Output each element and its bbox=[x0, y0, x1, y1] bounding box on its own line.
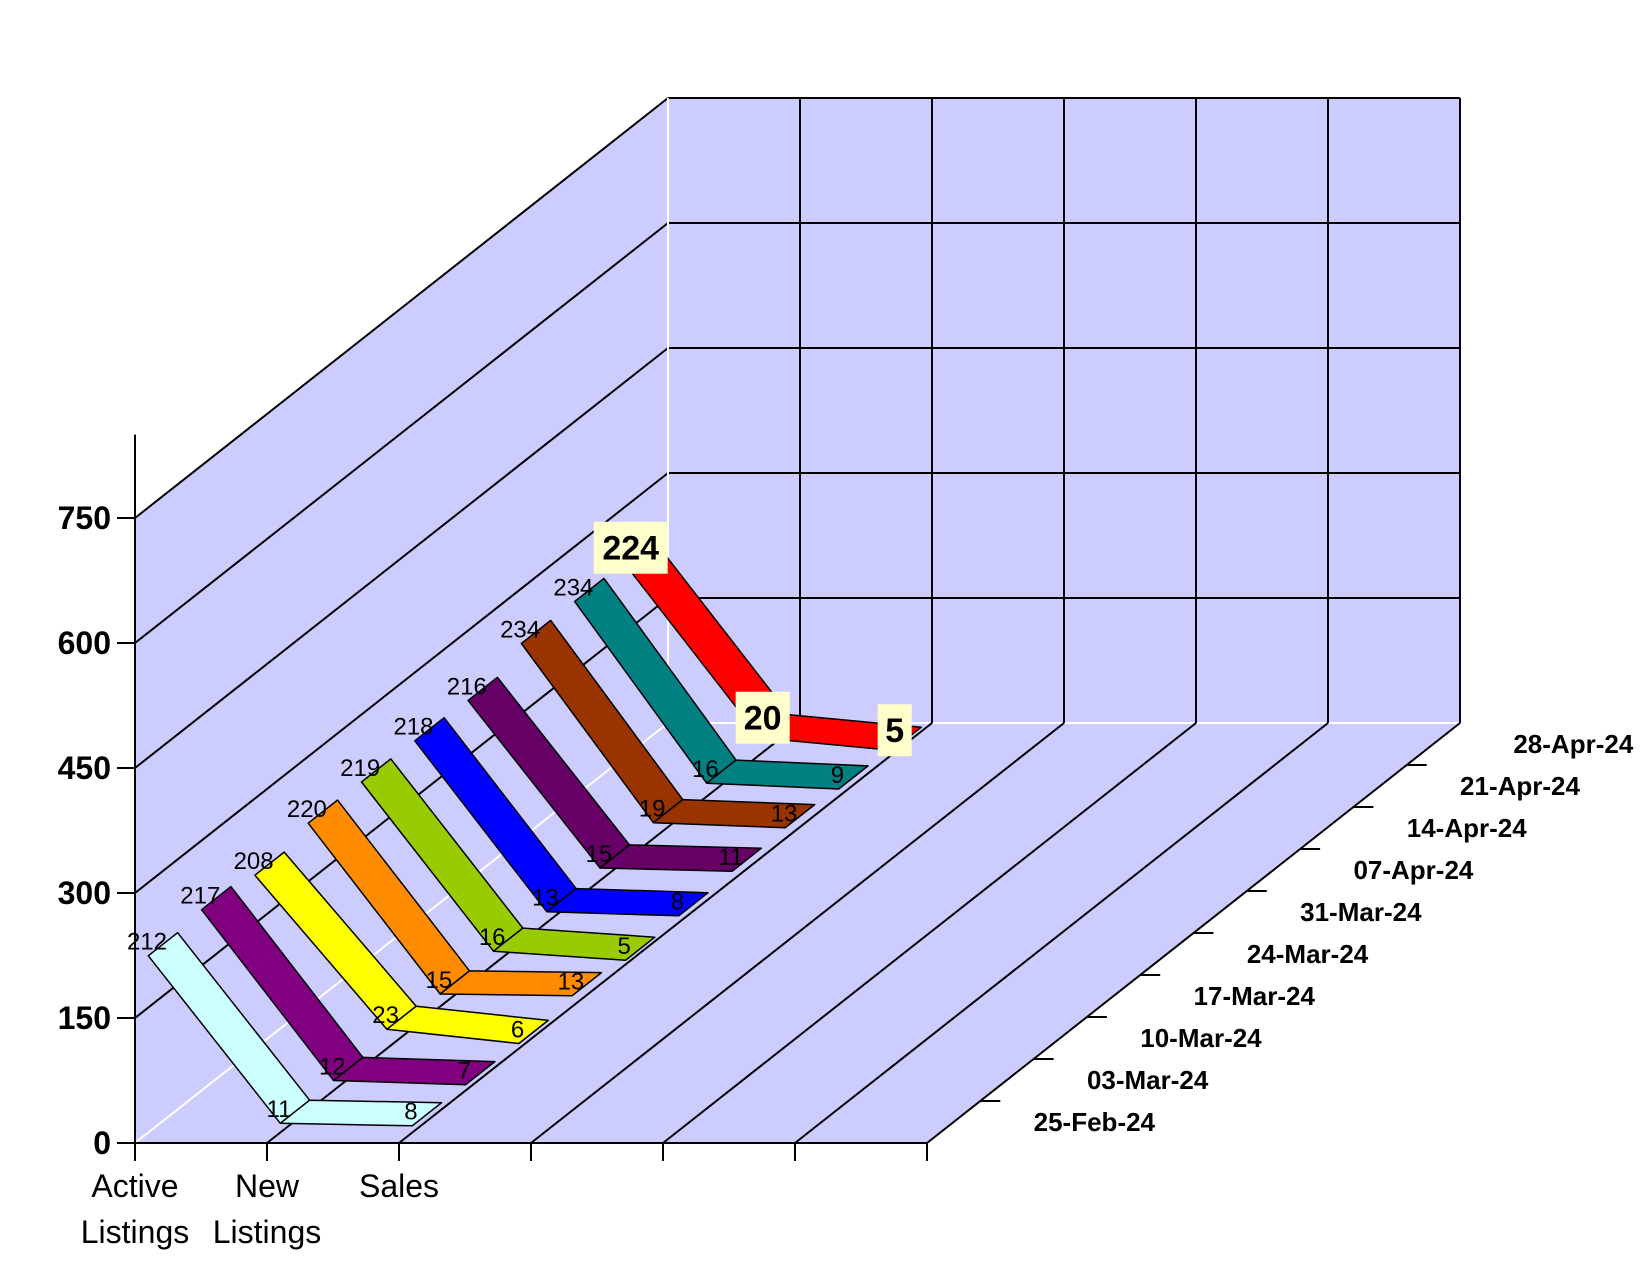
gridline-left bbox=[134, 347, 669, 769]
data-label: 15 bbox=[426, 967, 453, 994]
series-date-label: 31-Mar-24 bbox=[1300, 897, 1422, 927]
category-label: New Listings bbox=[213, 1168, 322, 1250]
series-segment bbox=[386, 1005, 549, 1045]
data-label: 20 bbox=[744, 700, 782, 738]
data-label: 7 bbox=[458, 1058, 471, 1085]
series-date-label: 10-Mar-24 bbox=[1140, 1023, 1262, 1053]
category-label: Active Listings bbox=[81, 1168, 190, 1250]
y-tick-label: 450 bbox=[58, 750, 111, 786]
data-label: 5 bbox=[885, 712, 904, 750]
series-ribbon bbox=[467, 676, 763, 873]
series-segment bbox=[599, 844, 763, 873]
data-label: 234 bbox=[500, 616, 540, 643]
series-ribbon bbox=[414, 716, 709, 917]
y-tick-label: 0 bbox=[93, 1125, 111, 1161]
data-label-box bbox=[877, 704, 912, 757]
data-label: 16 bbox=[692, 756, 719, 783]
gridline-left bbox=[134, 97, 669, 519]
series-date-label: 03-Mar-24 bbox=[1087, 1065, 1209, 1095]
data-label: 13 bbox=[771, 801, 798, 828]
series-segment bbox=[546, 887, 709, 917]
data-label-box bbox=[593, 521, 668, 574]
data-label: 217 bbox=[180, 883, 220, 910]
series-date-label: 14-Apr-24 bbox=[1407, 813, 1527, 843]
series-date-label: 28-Apr-24 bbox=[1513, 729, 1633, 759]
y-tick-label: 300 bbox=[58, 875, 111, 911]
data-label-box bbox=[735, 691, 790, 744]
data-label: 220 bbox=[287, 796, 327, 823]
data-label: 208 bbox=[234, 848, 274, 875]
series-ribbon bbox=[147, 931, 443, 1127]
gridline-left bbox=[134, 222, 669, 644]
series-segment bbox=[705, 759, 869, 790]
series-ribbon bbox=[200, 885, 496, 1086]
data-label: 212 bbox=[127, 929, 167, 956]
series-segment bbox=[279, 1099, 443, 1127]
y-tick-label: 150 bbox=[58, 1000, 111, 1036]
data-label: 219 bbox=[340, 755, 380, 782]
data-label: 8 bbox=[404, 1099, 417, 1126]
series-ribbon bbox=[360, 758, 656, 962]
data-label: 8 bbox=[671, 889, 684, 916]
series-segment bbox=[492, 927, 656, 962]
gridline-floor bbox=[794, 722, 1329, 1144]
series-ribbon bbox=[573, 577, 869, 790]
series-segment bbox=[652, 798, 816, 829]
series-date-label: 21-Apr-24 bbox=[1460, 771, 1580, 801]
series-segment bbox=[332, 1056, 496, 1086]
data-label: 9 bbox=[831, 762, 844, 789]
chart-labels-group: 212 11 8 217 12 7 208 23 6 220 15 13 219 16 5 218 13 8 216… bbox=[127, 521, 912, 1126]
category-label: Sales bbox=[359, 1168, 439, 1204]
data-label: 216 bbox=[447, 673, 487, 700]
series-ribbon bbox=[307, 799, 603, 997]
gridline-floor bbox=[662, 722, 1197, 1144]
data-label: 6 bbox=[511, 1016, 524, 1043]
data-label: 23 bbox=[372, 1002, 399, 1029]
gridline-left bbox=[134, 472, 669, 894]
data-label: 11 bbox=[267, 1096, 292, 1123]
data-label: 19 bbox=[639, 796, 666, 823]
y-tick-label: 750 bbox=[58, 500, 111, 536]
chart-axes: 0 150 300 450 600 750 Active Listings New Listing… bbox=[58, 434, 1634, 1250]
data-label: 16 bbox=[479, 924, 506, 951]
series-ribbon bbox=[254, 851, 549, 1045]
y-tick-label: 600 bbox=[58, 625, 111, 661]
series-segment bbox=[439, 970, 603, 997]
series-date-label: 17-Mar-24 bbox=[1194, 981, 1316, 1011]
data-label: 218 bbox=[393, 714, 433, 741]
gridline-floor bbox=[530, 722, 1065, 1144]
series-date-label: 25-Feb-24 bbox=[1034, 1107, 1156, 1137]
data-label: 224 bbox=[602, 530, 659, 568]
series-date-label: 07-Apr-24 bbox=[1353, 855, 1473, 885]
data-label: 13 bbox=[532, 885, 559, 912]
gridline-floor bbox=[398, 722, 933, 1144]
series-date-label: 24-Mar-24 bbox=[1247, 939, 1369, 969]
data-label: 13 bbox=[558, 969, 585, 996]
data-label: 15 bbox=[585, 841, 612, 868]
data-label: 234 bbox=[553, 574, 593, 601]
data-label: 5 bbox=[618, 933, 631, 960]
series-ribbon bbox=[520, 619, 816, 829]
chart-series-group bbox=[147, 543, 923, 1127]
data-label: 12 bbox=[319, 1053, 346, 1080]
data-label: 11 bbox=[718, 844, 743, 871]
